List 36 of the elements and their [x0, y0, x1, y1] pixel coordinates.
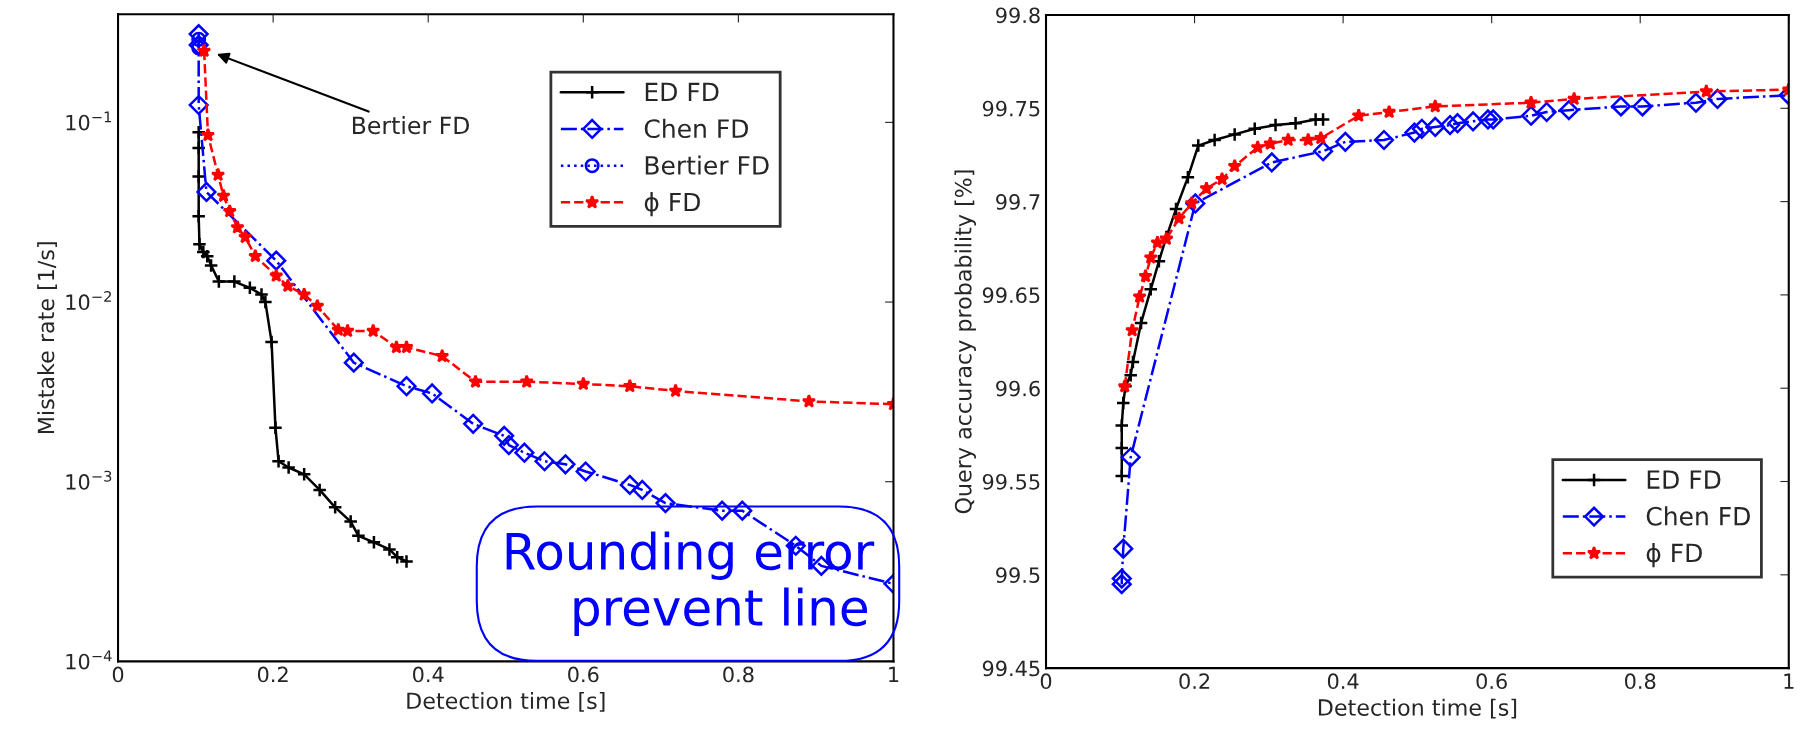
y-axis-title: Query accuracy probability [%]: [954, 170, 976, 514]
x-tick-label: 0: [1040, 673, 1052, 690]
x-tick-label: 0.4: [1327, 673, 1359, 690]
x-tick-label: 0.8: [723, 666, 754, 683]
y-tick-label: 99.55: [982, 473, 1040, 490]
x-tick-label: 0.6: [1476, 673, 1507, 690]
legend-label: Chen FD: [1646, 506, 1750, 526]
y-axis-title: Mistake rate [1/s]: [37, 242, 57, 434]
y-tick-label: 99.75: [982, 100, 1040, 117]
x-tick-label: 1: [1784, 673, 1794, 689]
y-tick-label: 99.45: [982, 660, 1040, 677]
y-tick-label: 99.8: [996, 7, 1040, 24]
x-tick-label: 0.2: [1179, 673, 1210, 690]
legend-label: ED FD: [1647, 470, 1721, 489]
x-tick-label: 0.2: [257, 666, 288, 683]
y-tick-label: 99.5: [996, 567, 1040, 584]
annotation: Bertier FD: [352, 116, 470, 135]
legend-label: Chen FD: [644, 118, 748, 139]
y-tick-label: 99.65: [982, 287, 1040, 304]
y-tick-label: 10$^{−3}$: [66, 470, 112, 490]
legend-label: ϕ FD: [644, 192, 700, 217]
x-tick-label: 1: [889, 666, 899, 683]
x-tick-label: 0.8: [1625, 673, 1656, 690]
legend-label: ϕ FD: [1646, 543, 1702, 568]
x-tick-label: 0.4: [413, 666, 444, 683]
y-tick-label: 10$^{−2}$: [66, 291, 111, 311]
y-tick-label: 10$^{−1}$: [66, 111, 112, 131]
x-tick-label: 0.6: [568, 666, 599, 683]
y-tick-label: 10$^{−4}$: [66, 650, 112, 670]
y-tick-label: 99.6: [996, 380, 1040, 397]
x-tick-label: 0: [112, 666, 124, 683]
y-tick-label: 99.7: [996, 194, 1040, 210]
legend-label: ED FD: [645, 82, 719, 102]
legend-label: Bertier FD: [645, 155, 769, 175]
x-axis-title: Detection time [s]: [1318, 698, 1517, 719]
x-axis-title: Detection time [s]: [407, 691, 605, 712]
